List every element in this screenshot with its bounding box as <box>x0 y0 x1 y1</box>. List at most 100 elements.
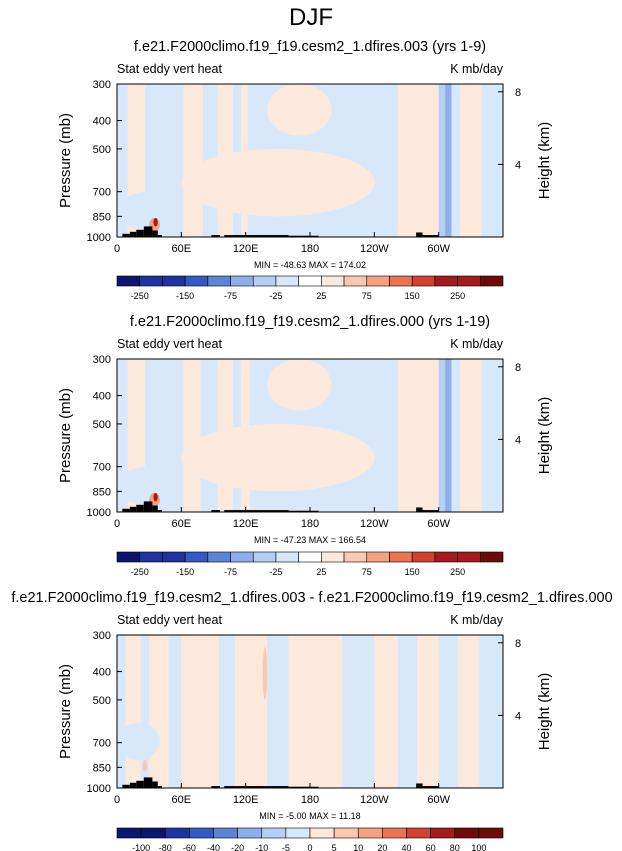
y-axis-label: Pressure (mb) <box>57 388 74 483</box>
y-tick-label: 300 <box>93 79 111 91</box>
y-tick-label: 850 <box>93 211 111 223</box>
contour-blob <box>117 191 182 231</box>
topography-block <box>143 777 153 788</box>
colorbar-box <box>434 275 458 287</box>
contour-band <box>288 635 343 788</box>
topography-block <box>288 786 319 788</box>
topography-block <box>129 782 137 788</box>
contour-field <box>117 635 503 788</box>
contour-band <box>117 84 128 237</box>
contour-field <box>117 84 503 237</box>
y-right-tick-label: 4 <box>515 710 521 722</box>
topography-block <box>122 233 130 237</box>
colorbar-box <box>207 275 231 287</box>
colorbar-box <box>116 551 141 563</box>
x-tick-label: 60E <box>172 518 192 530</box>
contour-band <box>168 635 182 788</box>
topography-block <box>157 786 163 788</box>
colorbar-box <box>479 551 504 563</box>
contour-band <box>438 635 458 788</box>
colorbar-box <box>298 275 322 287</box>
x-tick-label: 120E <box>233 243 259 255</box>
contour-band <box>397 635 418 788</box>
colorbar-label: 10 <box>353 843 363 851</box>
figure-title: DJF <box>289 4 333 31</box>
colorbar-label: 250 <box>450 567 465 577</box>
colorbar-label: -150 <box>176 291 194 301</box>
topography-block <box>157 235 163 237</box>
y-tick-label: 700 <box>93 187 111 199</box>
y-right-tick-label: 8 <box>515 87 521 99</box>
contour-band <box>144 84 154 237</box>
colorbar-label: 150 <box>405 291 420 301</box>
y-tick-label: 1000 <box>87 507 111 519</box>
y-tick-label: 400 <box>93 667 111 679</box>
contour-band <box>438 84 446 237</box>
colorbar-box <box>343 551 368 563</box>
colorbar-box <box>457 551 481 563</box>
colorbar-box <box>457 275 481 287</box>
colorbar-label: -80 <box>159 843 172 851</box>
topography-block <box>288 235 319 237</box>
y-tick-label: 500 <box>93 419 111 431</box>
colorbar-label: -60 <box>183 843 196 851</box>
colorbar-label: 40 <box>401 843 411 851</box>
contour-field <box>117 359 503 512</box>
colorbar-label: -250 <box>131 291 149 301</box>
contour-band <box>267 635 289 788</box>
contour-blob <box>181 423 375 492</box>
min-max-label: MIN = -47.23 MAX = 166.54 <box>254 535 366 545</box>
topography-block <box>122 508 130 512</box>
colorbar-box <box>116 827 142 839</box>
x-tick-label: 60E <box>172 243 192 255</box>
contour-band <box>117 635 126 788</box>
colorbar-box <box>411 275 436 287</box>
contour-band <box>460 84 482 237</box>
contour-band <box>183 84 203 237</box>
colorbar-box <box>333 827 359 839</box>
contour-band <box>117 359 128 512</box>
colorbar-box <box>261 827 287 839</box>
topography-block <box>416 507 423 512</box>
topography-block <box>416 232 423 237</box>
colorbar-label: -250 <box>131 567 149 577</box>
contour-band <box>153 359 166 512</box>
contour-band <box>481 359 503 512</box>
contour-band <box>460 359 482 512</box>
x-tick-label: 120E <box>233 518 259 530</box>
colorbar-box <box>298 551 322 563</box>
colorbar-box <box>164 827 190 839</box>
colorbar-label: -20 <box>231 843 244 851</box>
colorbar-box <box>434 551 458 563</box>
x-tick-label: 120W <box>360 243 389 255</box>
colorbar-box <box>479 275 504 287</box>
topography-block <box>152 781 158 788</box>
colorbar-box <box>309 827 335 839</box>
colorbar-label: -75 <box>224 291 237 301</box>
colorbar-label: -10 <box>255 843 268 851</box>
topography-block <box>122 784 130 788</box>
topography-block <box>211 786 220 788</box>
colorbar-box <box>357 827 383 839</box>
colorbar-box <box>389 551 413 563</box>
colorbar-box <box>454 827 480 839</box>
colorbar-label: -150 <box>176 567 194 577</box>
y-right-tick-label: 4 <box>515 434 521 446</box>
contour-blob <box>117 723 160 760</box>
x-tick-label: 60W <box>427 794 450 806</box>
colorbar-label: 25 <box>316 567 326 577</box>
colorbar-label: 250 <box>450 291 465 301</box>
contour-band <box>125 635 141 788</box>
y-axis-label: Pressure (mb) <box>57 664 74 759</box>
contour-blob <box>181 148 375 217</box>
contour-band <box>438 359 446 512</box>
x-tick-label: 180 <box>301 518 319 530</box>
colorbar-box <box>275 551 299 563</box>
topography-block <box>224 510 289 512</box>
contour-band <box>417 635 439 788</box>
topography-block <box>152 505 158 512</box>
colorbar-label: 0 <box>307 843 312 851</box>
contour-band <box>451 359 461 512</box>
contour-band <box>445 359 452 512</box>
